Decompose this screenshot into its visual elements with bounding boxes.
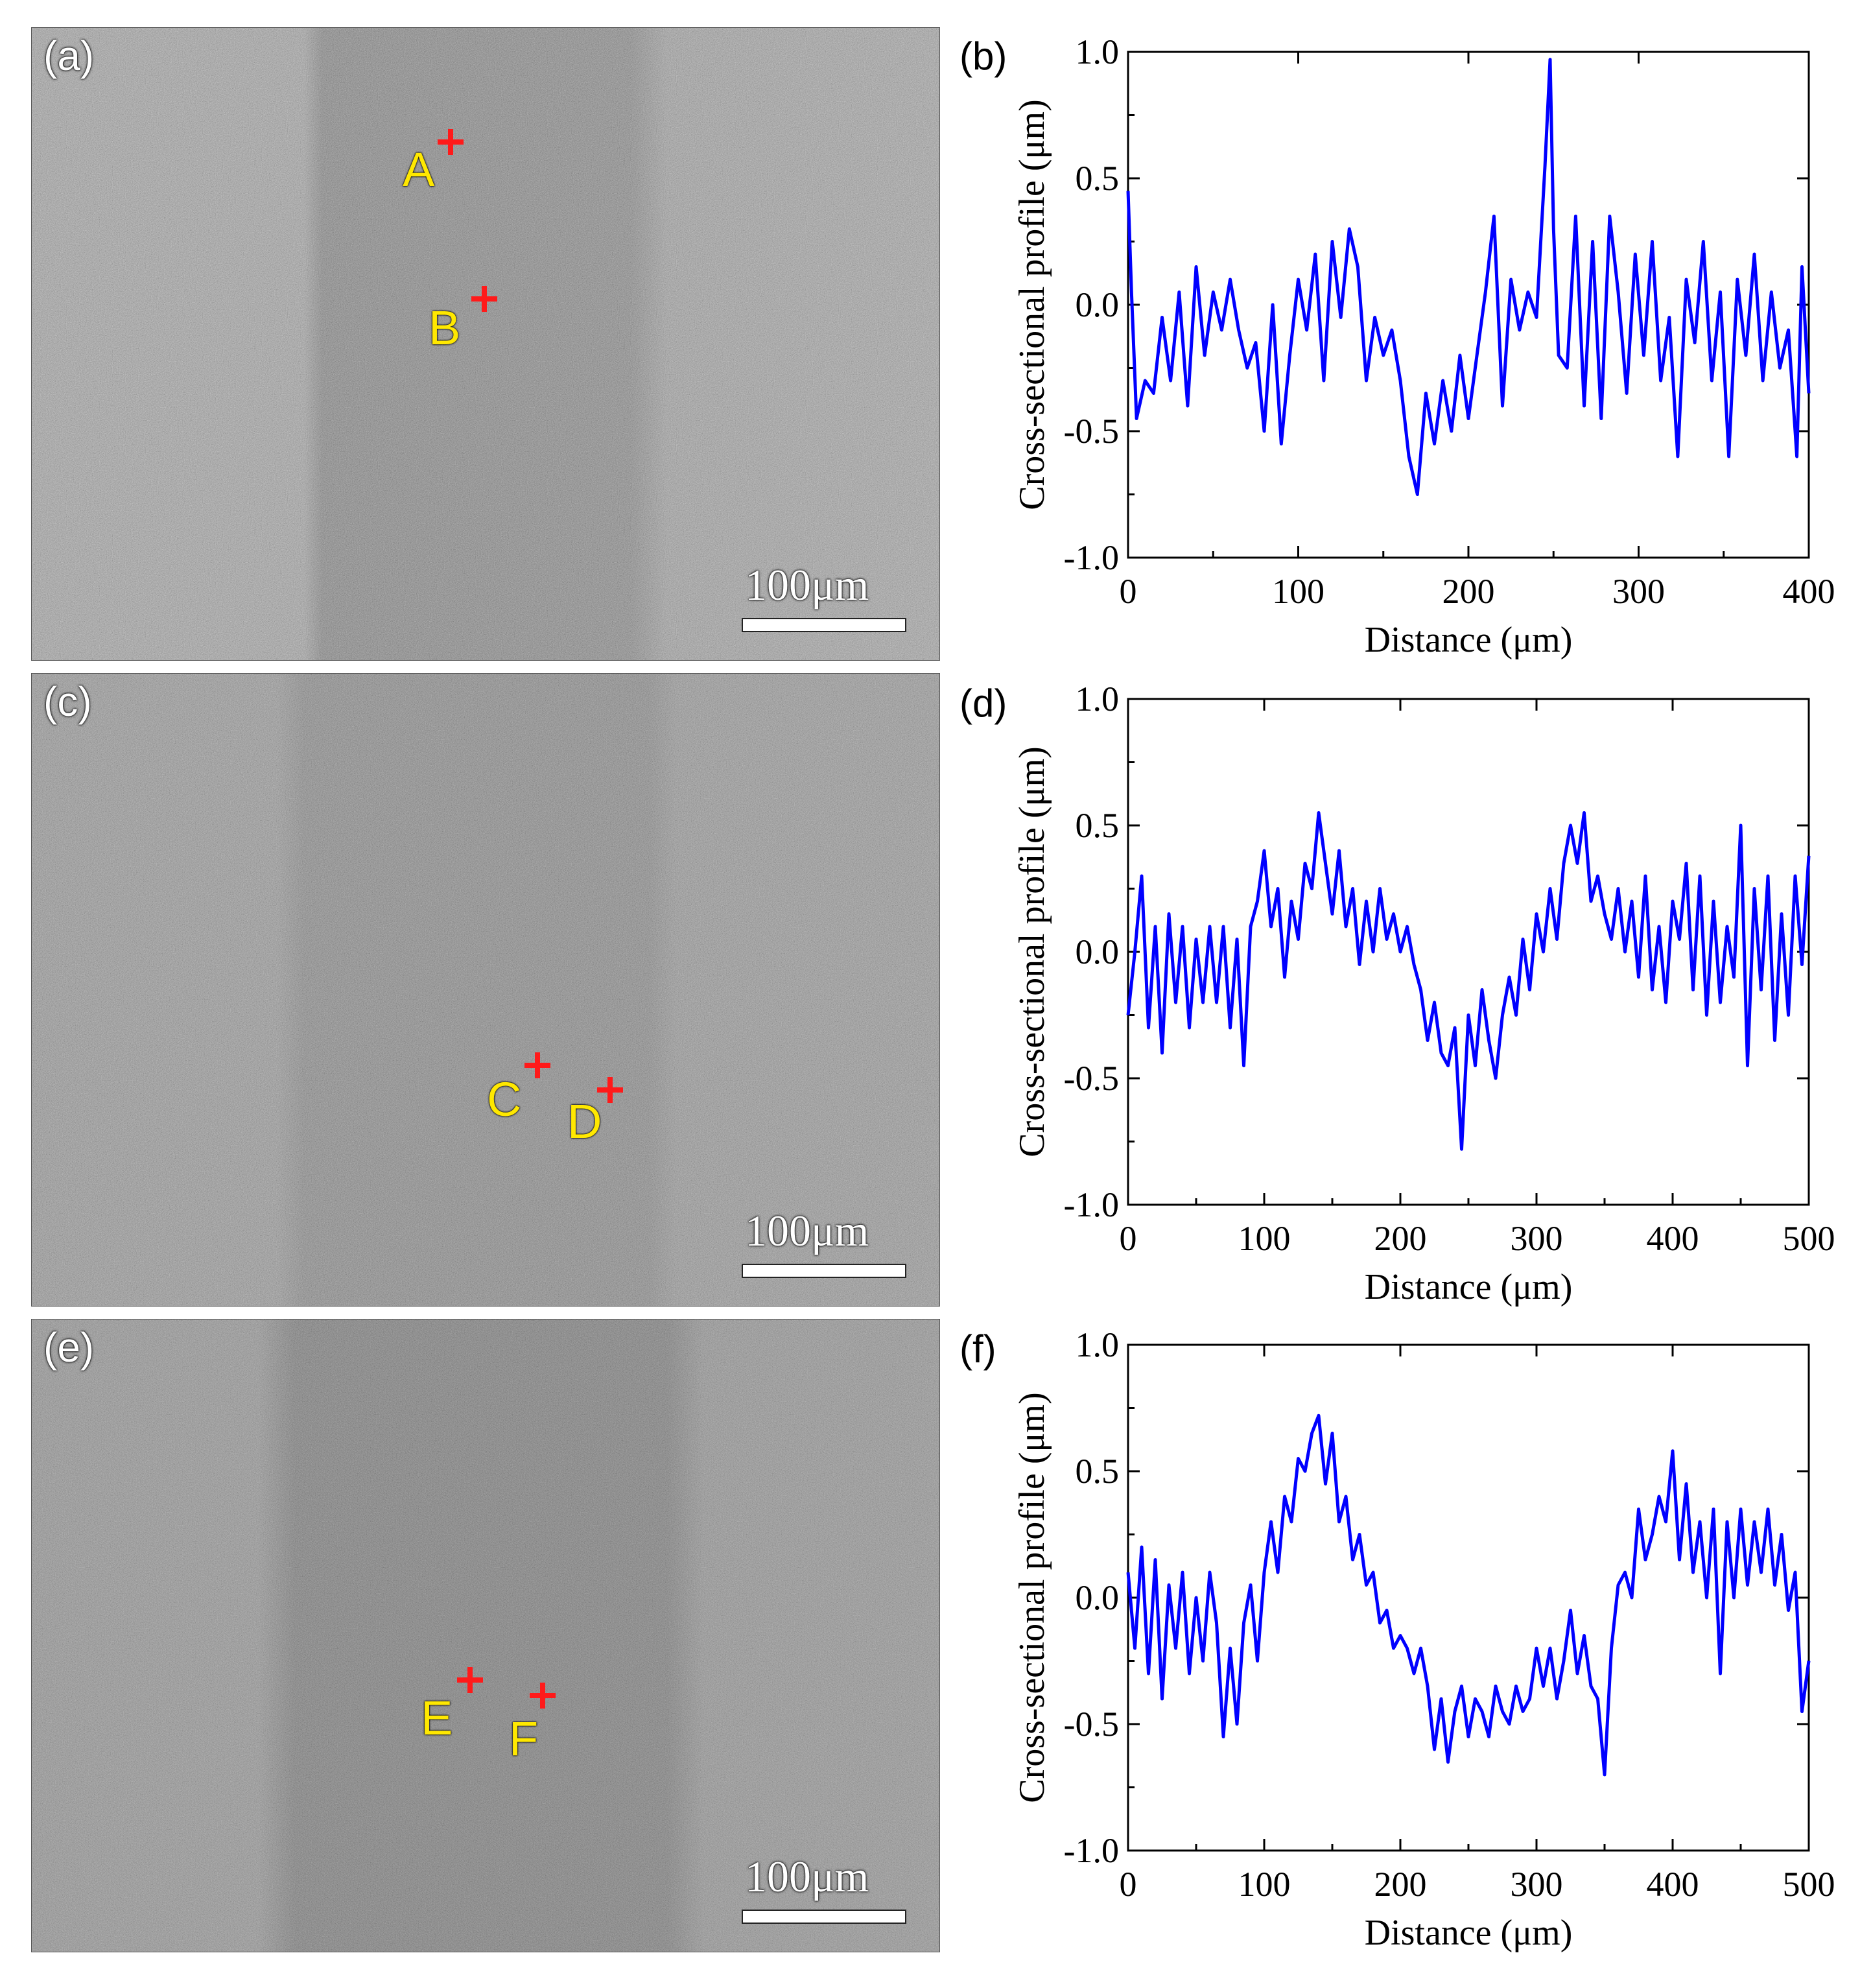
x-tick-label: 400 bbox=[1647, 1865, 1699, 1904]
y-tick-label: -1.0 bbox=[1064, 538, 1119, 577]
sem-image-a: (a) A B 100μm bbox=[31, 27, 940, 661]
y-tick-label: 0.0 bbox=[1076, 1578, 1120, 1617]
x-tick-label: 200 bbox=[1374, 1219, 1427, 1258]
scale-bar-label-e: 100μm bbox=[745, 1852, 869, 1901]
x-tick-label: 500 bbox=[1783, 1219, 1835, 1258]
x-tick-label: 100 bbox=[1238, 1865, 1291, 1904]
marker-cross-c bbox=[524, 1052, 550, 1078]
marker-label-e: E bbox=[421, 1691, 453, 1745]
x-tick-label: 0 bbox=[1120, 1219, 1137, 1258]
y-tick-label: -1.0 bbox=[1064, 1185, 1119, 1224]
y-tick-label: 0.0 bbox=[1076, 285, 1120, 324]
plot-frame bbox=[1127, 698, 1810, 1206]
x-tick-label: 300 bbox=[1511, 1219, 1563, 1258]
scale-bar-c bbox=[742, 1264, 906, 1278]
marker-label-d: D bbox=[567, 1095, 602, 1148]
x-tick-label: 100 bbox=[1272, 572, 1324, 611]
y-axis-label: Cross-sectional profile (μm) bbox=[1012, 99, 1052, 510]
sem-image-e: (e) E F 100μm bbox=[31, 1319, 940, 1952]
profile-chart-d: 0 100 200 300 400 500 -1.0 -0.5 0.0 0.5 1.0 Distanc… bbox=[1012, 680, 1835, 1307]
scale-bar-a bbox=[742, 618, 906, 632]
panel-label-e: (e) bbox=[43, 1324, 95, 1371]
x-tick-label: 0 bbox=[1120, 572, 1137, 611]
x-tick-label: 400 bbox=[1783, 572, 1835, 611]
sem-texture-c bbox=[32, 674, 939, 1306]
panel-label-a: (a) bbox=[43, 32, 95, 79]
marker-label-a: A bbox=[403, 143, 435, 196]
y-tick-label: -0.5 bbox=[1064, 412, 1119, 451]
y-tick-label: 0.5 bbox=[1076, 806, 1120, 845]
sem-texture-e bbox=[32, 1319, 939, 1952]
x-tick-label: 100 bbox=[1238, 1219, 1291, 1258]
marker-cross-e bbox=[457, 1667, 483, 1693]
y-axis-label: Cross-sectional profile (μm) bbox=[1012, 746, 1052, 1157]
marker-cross-a bbox=[438, 129, 464, 155]
marker-label-c: C bbox=[487, 1072, 522, 1126]
scale-bar-label-a: 100μm bbox=[745, 560, 869, 609]
y-tick-label: -0.5 bbox=[1064, 1705, 1119, 1744]
y-tick-label: 0.0 bbox=[1076, 932, 1120, 971]
profile-line bbox=[1126, 1414, 1811, 1777]
x-tick-label: 200 bbox=[1374, 1865, 1427, 1904]
marker-cross-d bbox=[597, 1077, 623, 1103]
panel-label-d: (d) bbox=[959, 681, 1007, 725]
x-axis-label: Distance (μm) bbox=[1365, 620, 1573, 660]
x-tick-label: 200 bbox=[1442, 572, 1495, 611]
profile-line bbox=[1126, 58, 1811, 496]
scale-bar-label-c: 100μm bbox=[745, 1206, 869, 1255]
y-axis-label: Cross-sectional profile (μm) bbox=[1012, 1392, 1052, 1803]
marker-label-f: F bbox=[509, 1712, 539, 1766]
marker-cross-f bbox=[530, 1683, 556, 1709]
panel-label-c: (c) bbox=[43, 678, 92, 725]
panel-label-f: (f) bbox=[959, 1327, 996, 1371]
y-tick-label: 1.0 bbox=[1076, 32, 1120, 71]
sem-texture-a bbox=[32, 28, 939, 660]
x-tick-label: 400 bbox=[1647, 1219, 1699, 1258]
x-tick-label: 300 bbox=[1612, 572, 1665, 611]
panel-label-b: (b) bbox=[959, 34, 1007, 78]
y-tick-label: 0.5 bbox=[1076, 1452, 1120, 1491]
profile-line bbox=[1126, 811, 1811, 1151]
marker-cross-b bbox=[471, 286, 497, 312]
profile-chart-b: 0 100 200 300 400 -1.0 -0.5 0.0 0.5 1.0 Distance (… bbox=[1012, 32, 1835, 660]
sem-image-c: (c) C D 100μm bbox=[31, 673, 940, 1307]
y-tick-label: 0.5 bbox=[1076, 159, 1120, 198]
x-axis-label: Distance (μm) bbox=[1365, 1267, 1573, 1307]
x-tick-label: 300 bbox=[1511, 1865, 1563, 1904]
y-tick-label: -1.0 bbox=[1064, 1831, 1119, 1870]
x-axis-label: Distance (μm) bbox=[1365, 1913, 1573, 1953]
y-tick-label: -0.5 bbox=[1064, 1059, 1119, 1098]
x-tick-label: 500 bbox=[1783, 1865, 1835, 1904]
x-tick-label: 0 bbox=[1120, 1865, 1137, 1904]
scale-bar-e bbox=[742, 1910, 906, 1924]
marker-label-b: B bbox=[429, 301, 461, 355]
profile-chart-f: 0 100 200 300 400 500 -1.0 -0.5 0.0 0.5 1.0 Distanc… bbox=[1012, 1325, 1835, 1953]
y-tick-label: 1.0 bbox=[1076, 680, 1120, 718]
y-tick-label: 1.0 bbox=[1076, 1325, 1120, 1364]
